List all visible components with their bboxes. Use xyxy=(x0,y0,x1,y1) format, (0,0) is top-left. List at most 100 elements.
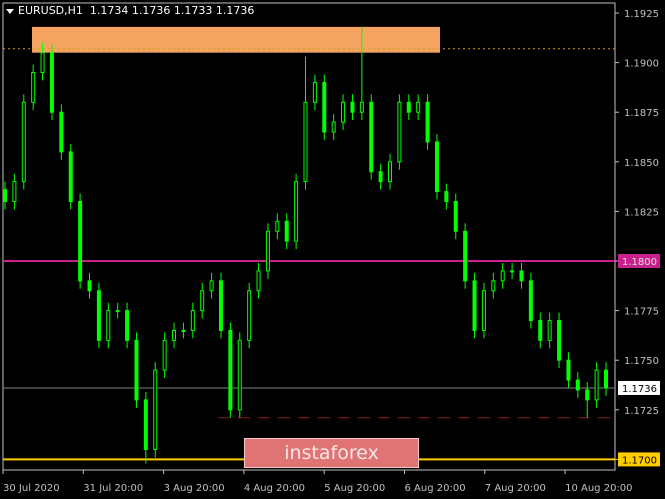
candle-body xyxy=(115,310,120,313)
candle xyxy=(31,64,36,111)
candle-body xyxy=(557,320,562,361)
candle xyxy=(453,193,458,240)
candle-body xyxy=(134,339,139,401)
candle-body xyxy=(49,52,54,113)
candle-body xyxy=(388,161,393,183)
candle-body xyxy=(472,280,477,331)
candle-body xyxy=(78,200,83,282)
candle-body xyxy=(519,270,524,282)
candle xyxy=(312,74,317,111)
candle-body xyxy=(538,320,543,341)
candle-body xyxy=(87,280,92,292)
candle xyxy=(96,282,101,349)
candle-body xyxy=(200,290,205,312)
candle-body xyxy=(378,171,383,183)
candle-body xyxy=(40,52,45,74)
candle xyxy=(162,332,167,379)
candle xyxy=(350,94,355,121)
x-tick-label: 5 Aug 20:00 xyxy=(324,483,385,494)
candle-body xyxy=(425,101,430,143)
candle xyxy=(604,362,608,396)
candle-body xyxy=(284,220,289,242)
candle xyxy=(528,272,533,329)
candle xyxy=(500,262,505,289)
candle xyxy=(49,44,54,121)
candle xyxy=(463,223,468,289)
candle-body xyxy=(594,369,599,401)
candle xyxy=(303,56,308,190)
candle xyxy=(218,272,223,339)
candle-body xyxy=(369,101,374,173)
candle xyxy=(134,332,139,408)
candle xyxy=(397,94,402,170)
candle xyxy=(172,322,177,349)
candle xyxy=(585,382,590,418)
candle xyxy=(369,94,374,180)
candle xyxy=(519,262,524,289)
candle xyxy=(416,94,421,121)
candle-body xyxy=(585,389,590,401)
candle xyxy=(594,362,599,408)
candle xyxy=(228,322,233,418)
candle-body xyxy=(406,101,411,113)
candle xyxy=(444,183,449,210)
candle xyxy=(284,213,289,250)
candle-body xyxy=(256,270,261,292)
candle xyxy=(575,372,580,398)
candle-body xyxy=(481,290,486,331)
candle xyxy=(331,114,336,140)
candle xyxy=(256,262,261,299)
y-tick-label: 1.1900 xyxy=(624,59,659,70)
chart-title: EURUSD,H1 1.1734 1.1736 1.1733 1.1736 xyxy=(6,4,254,17)
candle-body xyxy=(21,101,26,183)
candle-body xyxy=(153,369,158,450)
price-label: 1.1736 xyxy=(622,384,657,395)
candle xyxy=(406,94,411,121)
y-tick-label: 1.1750 xyxy=(624,356,659,367)
candle xyxy=(472,272,477,339)
candle-body xyxy=(172,329,177,341)
candle-body xyxy=(331,121,336,133)
candle xyxy=(378,163,383,190)
price-label-box xyxy=(618,452,660,467)
price-label-box xyxy=(618,254,660,268)
plot-frame xyxy=(2,2,616,471)
candle xyxy=(190,302,195,339)
x-tick-label: 4 Aug 20:00 xyxy=(244,483,305,494)
candle-body xyxy=(453,200,458,232)
candle-body xyxy=(3,189,7,202)
y-tick-label: 1.1925 xyxy=(624,9,659,20)
candle-body xyxy=(604,369,608,389)
candle xyxy=(106,302,111,349)
candle-body xyxy=(350,101,355,113)
candle-body xyxy=(12,181,17,202)
candle xyxy=(359,26,364,121)
candle-body xyxy=(265,230,270,272)
candle-body xyxy=(275,220,280,232)
candle-body xyxy=(341,101,346,123)
candle xyxy=(491,272,496,299)
candle xyxy=(388,153,393,190)
candle xyxy=(547,312,552,349)
candle-body xyxy=(106,310,111,341)
candle xyxy=(341,94,346,131)
candle-body xyxy=(500,270,505,282)
price-label: 1.1700 xyxy=(622,455,657,466)
candle xyxy=(68,143,73,210)
candle xyxy=(59,104,64,160)
candle xyxy=(265,223,270,279)
price-label: 1.1800 xyxy=(622,257,657,268)
x-tick-label: 3 Aug 20:00 xyxy=(164,483,225,494)
candle-body xyxy=(218,280,223,331)
candle-body xyxy=(491,280,496,292)
candle-body xyxy=(31,72,36,103)
dropdown-triangle-icon[interactable] xyxy=(6,8,14,14)
y-tick-label: 1.1875 xyxy=(624,108,659,119)
candle-body xyxy=(143,399,148,450)
candle-body xyxy=(181,329,186,332)
candle xyxy=(3,181,7,210)
candle xyxy=(322,74,327,140)
candle xyxy=(237,332,242,418)
x-tick-label: 30 Jul 2020 xyxy=(3,483,60,494)
